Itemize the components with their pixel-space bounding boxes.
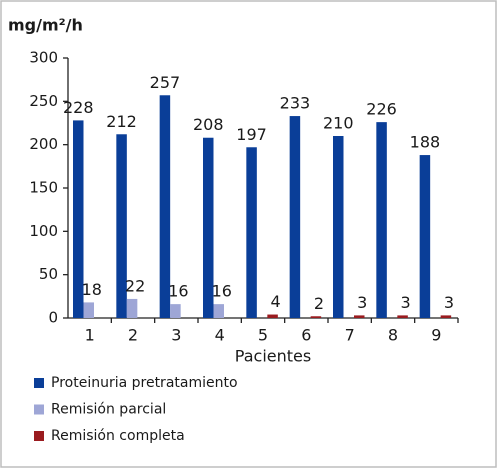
legend-swatch (34, 404, 44, 415)
bar (419, 155, 431, 318)
y-tick-label: 0 (48, 309, 58, 327)
y-tick-label: 300 (29, 49, 58, 67)
legend-label: Remisión completa (51, 428, 185, 444)
bar (267, 314, 278, 318)
x-tick-label: 2 (128, 326, 138, 345)
bar (246, 147, 257, 318)
y-tick-label: 100 (29, 222, 58, 240)
bar (73, 120, 84, 319)
value-label: 212 (106, 112, 137, 131)
bar (126, 298, 138, 318)
value-label: 197 (236, 125, 267, 144)
value-label: 208 (193, 115, 224, 134)
value-label: 3 (400, 293, 410, 312)
value-label: 22 (125, 276, 145, 295)
legend-label: Proteinuria pretratamiento (51, 375, 238, 391)
value-label: 18 (82, 280, 102, 299)
value-label: 2 (314, 294, 324, 313)
bar (289, 116, 301, 318)
bar (397, 315, 408, 318)
x-tick-label: 8 (388, 326, 398, 345)
bar (170, 304, 181, 318)
bar (213, 304, 224, 318)
y-tick-label: 50 (39, 265, 58, 283)
value-label: 16 (168, 282, 188, 301)
bar (310, 316, 322, 318)
y-axis-label: mg/m²/h (8, 16, 83, 35)
x-tick-label: 1 (85, 326, 95, 345)
bar (159, 95, 171, 319)
y-tick-label: 150 (29, 179, 58, 197)
value-label: 3 (357, 293, 367, 312)
value-label: 228 (63, 98, 94, 117)
bar (440, 315, 452, 318)
x-tick-label: 6 (301, 326, 311, 345)
bar (203, 137, 214, 318)
x-tick-label: 9 (431, 326, 441, 345)
bar (83, 302, 94, 318)
x-axis-label: Pacientes (235, 347, 311, 366)
legend-swatch (34, 431, 44, 441)
value-label: 16 (212, 282, 232, 301)
legend-swatch (34, 378, 44, 388)
legend-label: Remisión parcial (51, 402, 166, 418)
bar (116, 134, 127, 318)
value-label: 210 (323, 114, 354, 133)
value-label: 3 (444, 293, 454, 312)
value-label: 257 (150, 73, 181, 92)
x-tick-label: 7 (345, 326, 355, 345)
y-tick-label: 250 (29, 92, 58, 110)
bar (333, 136, 344, 318)
x-tick-label: 4 (215, 326, 225, 345)
value-label: 4 (270, 292, 280, 311)
value-label: 188 (410, 133, 441, 152)
x-tick-label: 5 (258, 326, 268, 345)
bar (376, 122, 387, 318)
y-tick-label: 200 (29, 135, 58, 153)
x-tick-label: 3 (171, 326, 181, 345)
value-label: 233 (280, 94, 311, 113)
bar (354, 315, 365, 318)
value-label: 226 (366, 100, 397, 119)
